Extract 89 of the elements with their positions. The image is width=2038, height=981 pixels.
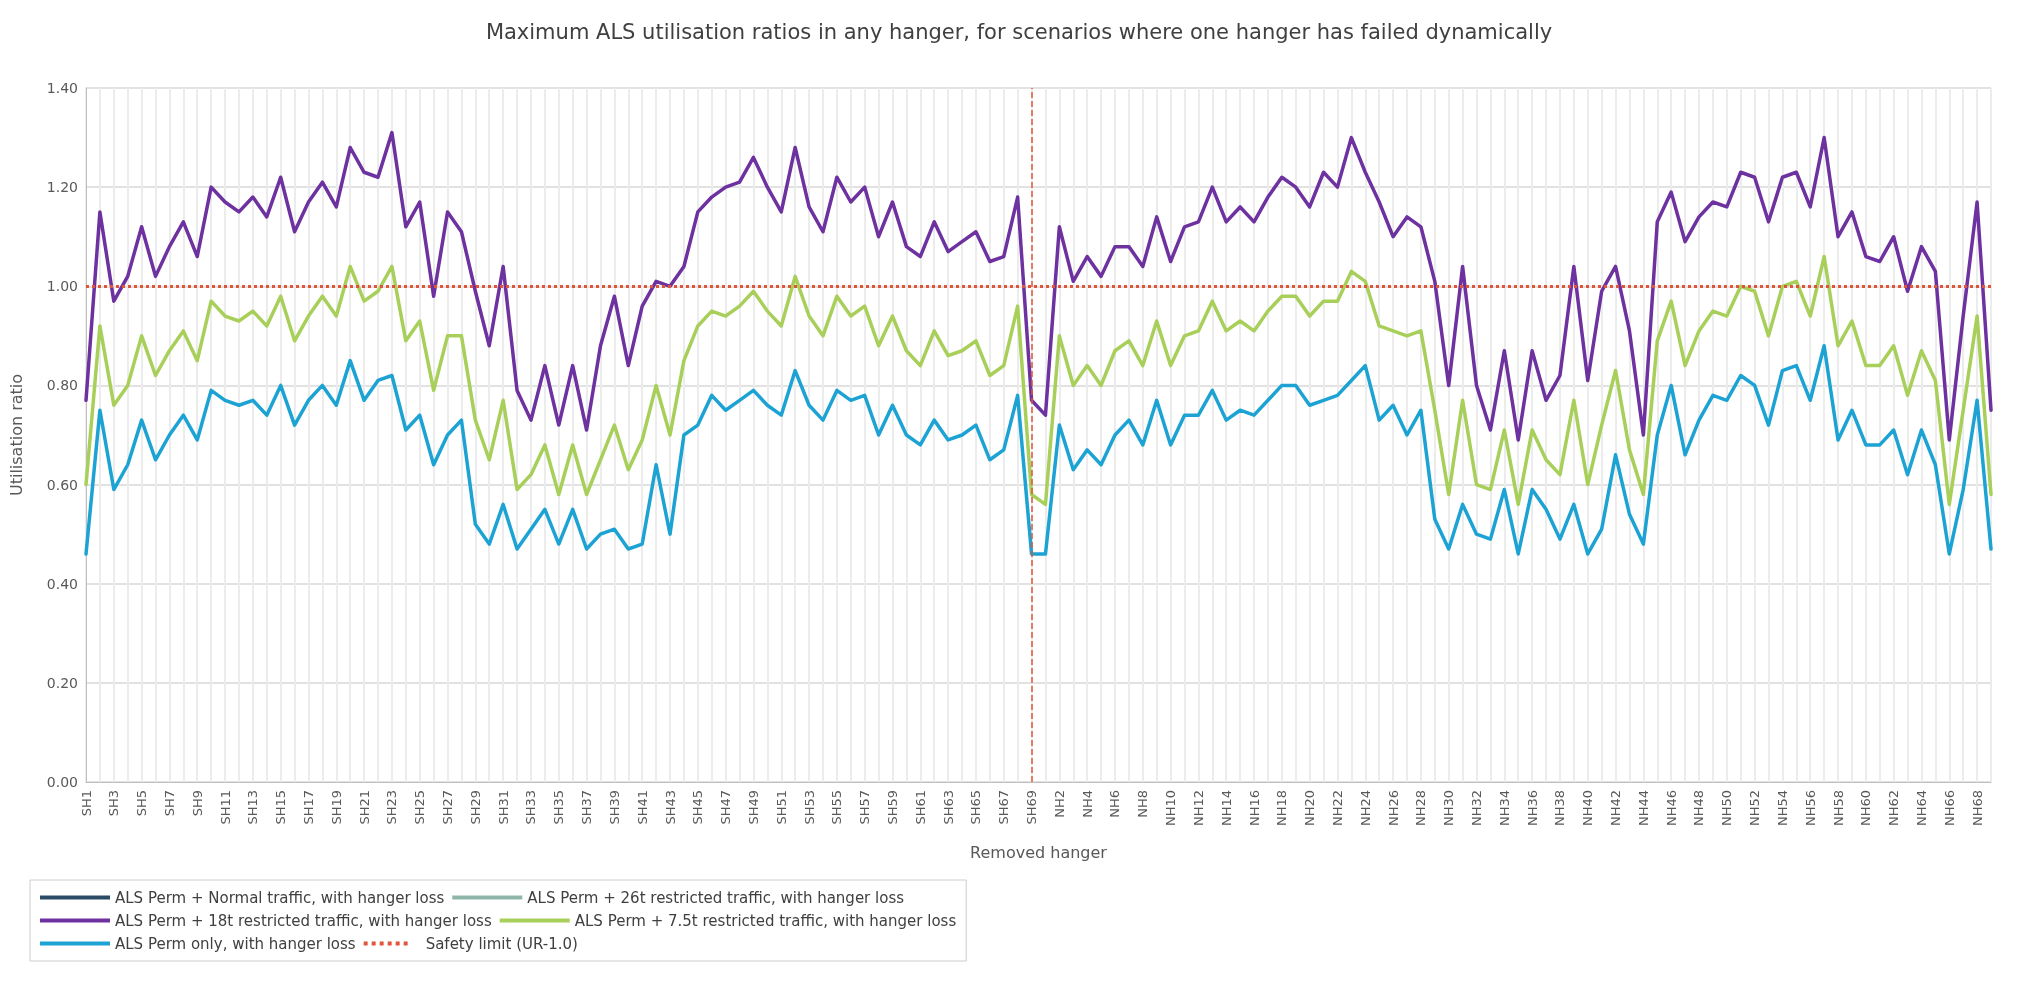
x-tick-label: NH60 [1858, 790, 1874, 827]
x-tick-label: SH37 [579, 790, 595, 825]
x-tick-label: NH8 [1135, 790, 1151, 818]
y-tick-label: 1.00 [46, 278, 78, 295]
x-tick-label: SH5 [134, 790, 150, 817]
x-tick-label: SH53 [801, 790, 817, 825]
y-tick-label: 0.20 [46, 674, 78, 691]
x-tick-label: NH12 [1190, 790, 1206, 827]
x-tick-label: SH13 [245, 790, 261, 825]
x-tick-label: SH1 [78, 790, 94, 817]
x-tick-label: SH65 [968, 790, 984, 825]
x-tick-label: SH25 [412, 790, 428, 825]
x-tick-label: SH35 [551, 790, 567, 825]
x-tick-label: NH66 [1941, 790, 1957, 827]
legend-label: ALS Perm only, with hanger loss [115, 934, 356, 953]
x-tick-label: SH63 [940, 790, 956, 825]
x-tick-label: SH7 [161, 790, 177, 817]
x-tick-label: SH23 [384, 790, 400, 825]
y-tick-label: 0.00 [46, 774, 78, 790]
x-tick-label: SH61 [912, 790, 928, 825]
x-tick-label: SH15 [273, 790, 289, 825]
x-tick-label: NH64 [1913, 790, 1929, 827]
x-tick-label: SH45 [690, 790, 706, 825]
x-tick-label: NH48 [1691, 790, 1707, 827]
x-tick-label: SH47 [718, 790, 734, 825]
x-tick-label: SH67 [996, 790, 1012, 825]
x-tick-label: NH50 [1719, 790, 1735, 827]
x-tick-label: SH49 [745, 790, 761, 825]
y-tick-label: 1.20 [46, 179, 78, 196]
x-tick-label: SH57 [857, 790, 873, 825]
y-tick-label: 0.40 [46, 575, 78, 592]
x-tick-label: SH69 [1024, 790, 1040, 825]
y-axis-title: Utilisation ratio [6, 373, 26, 497]
x-tick-label: NH22 [1329, 790, 1345, 827]
x-tick-label: NH4 [1079, 790, 1095, 818]
line-series [84, 130, 1993, 442]
x-tick-label: NH10 [1163, 790, 1179, 827]
x-tick-label: SH31 [495, 790, 511, 825]
x-tick-label: SH59 [885, 790, 900, 825]
y-tick-label: 1.40 [46, 80, 78, 96]
x-tick-label: SH3 [106, 790, 122, 817]
x-tick-label: NH40 [1580, 790, 1596, 827]
x-tick-label: NH56 [1802, 790, 1818, 827]
x-tick-label: NH46 [1663, 790, 1679, 827]
y-tick-label: 0.60 [46, 476, 78, 493]
x-tick-label: NH18 [1274, 790, 1290, 827]
x-tick-label: NH54 [1774, 790, 1790, 827]
y-tick-label: 0.80 [46, 377, 78, 394]
legend-label: Safety limit (UR-1.0) [425, 934, 578, 953]
x-tick-label: NH16 [1246, 790, 1262, 827]
x-tick-label: NH28 [1413, 790, 1429, 827]
x-tick-label: SH33 [523, 790, 539, 825]
x-tick-label: NH14 [1218, 790, 1234, 827]
x-tick-label: NH30 [1441, 790, 1457, 827]
x-tick-label: NH20 [1302, 790, 1318, 827]
x-tick-label: SH19 [328, 790, 344, 825]
legend-label: ALS Perm + 7.5t restricted traffic, with hanger loss [574, 911, 957, 930]
x-tick-label: SH27 [440, 790, 456, 825]
x-tick-label: SH21 [356, 790, 372, 825]
x-tick-label: NH32 [1469, 790, 1485, 827]
x-axis-title: Removed hanger [970, 842, 1108, 862]
x-tick-label: SH41 [634, 790, 650, 825]
x-tick-label: NH34 [1496, 790, 1512, 827]
x-tick-label: SH9 [189, 790, 205, 817]
x-tick-label: SH55 [829, 790, 845, 825]
x-tick-label: NH52 [1747, 790, 1763, 827]
x-tick-label: NH26 [1385, 790, 1401, 827]
legend-label: ALS Perm + 26t restricted traffic, with hanger loss [527, 888, 905, 907]
legend-label: ALS Perm + 18t restricted traffic, with hanger loss [115, 911, 492, 930]
x-tick-label: NH36 [1524, 790, 1540, 827]
x-tick-label: NH42 [1608, 790, 1624, 827]
x-tick-label: SH43 [662, 790, 678, 825]
line-series [84, 254, 1993, 507]
line-series [84, 344, 1993, 556]
x-tick-label: NH6 [1107, 790, 1123, 818]
x-tick-label: NH68 [1969, 790, 1985, 827]
x-tick-label: SH39 [606, 790, 622, 825]
x-tick-label: NH38 [1552, 790, 1568, 827]
x-tick-label: SH17 [300, 790, 316, 825]
x-tick-label: NH62 [1886, 790, 1902, 827]
chart-title: Maximum ALS utilisation ratios in any hanger, for scenarios where one hanger has failed dynamically [485, 19, 1553, 44]
x-tick-label: NH2 [1051, 790, 1067, 818]
x-tick-label: NH44 [1635, 790, 1651, 827]
x-tick-label: NH58 [1830, 790, 1846, 827]
x-tick-label: SH51 [773, 790, 789, 825]
x-tick-label: SH29 [467, 790, 483, 825]
legend-label: ALS Perm + Normal traffic, with hanger loss [115, 888, 445, 907]
x-tick-label: SH11 [217, 790, 233, 825]
x-tick-label: NH24 [1357, 790, 1373, 827]
